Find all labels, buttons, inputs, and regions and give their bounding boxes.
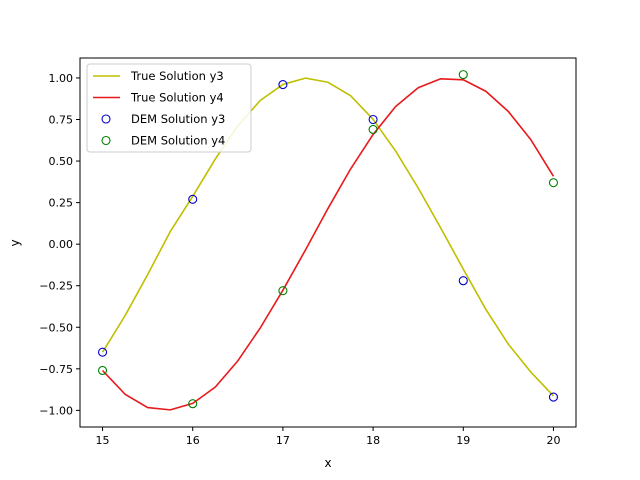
legend-swatch-marker <box>101 114 111 124</box>
legend: True Solution y3 True Solution y4 DEM Solu… <box>86 63 252 153</box>
y-tick-label: 0.00 <box>49 238 74 251</box>
x-axis-label: x <box>324 456 331 470</box>
plot-area <box>79 57 577 428</box>
x-tick-label: 19 <box>456 434 470 447</box>
series-line-4 <box>101 77 555 411</box>
legend-label: True Solution y3 <box>130 69 224 83</box>
x-tick-label: 15 <box>96 434 110 447</box>
y-tick-label: 1.00 <box>49 72 74 85</box>
data-point-y4 <box>368 124 378 135</box>
legend-label: True Solution y4 <box>130 91 224 105</box>
y-axis: −1.00 −0.75 −0.50 −0.25 0.00 0.25 0.50 0.75 1.00 <box>39 72 80 417</box>
y-tick-label: −1.00 <box>39 404 73 417</box>
x-tick-label: 20 <box>546 434 560 447</box>
legend-box <box>86 63 252 153</box>
data-point-y3 <box>278 80 288 90</box>
data-point-y4 <box>548 178 559 188</box>
y-tick-label: 0.25 <box>49 197 74 210</box>
y-tick-label: 0.75 <box>49 114 74 127</box>
x-axis: 15 16 17 18 19 20 <box>96 427 560 447</box>
data-point-y3 <box>368 114 378 125</box>
series-line-3 <box>101 77 555 397</box>
x-tick-label: 17 <box>276 434 290 447</box>
data-point-y3 <box>548 392 559 402</box>
data-point-y4 <box>458 70 468 80</box>
y-tick-label: −0.50 <box>39 321 73 334</box>
legend-label: DEM Solution y4 <box>131 134 225 148</box>
y-tick-label: −0.25 <box>39 280 73 293</box>
y-tick-label: −0.75 <box>39 363 73 376</box>
y-tick-label: 0.50 <box>49 155 74 168</box>
x-tick-label: 16 <box>186 434 200 447</box>
data-point-y3 <box>188 194 198 204</box>
data-point-y4 <box>278 286 288 296</box>
data-point-y4 <box>188 399 198 409</box>
legend-swatch-marker <box>101 135 111 146</box>
data-point-y3 <box>458 276 468 286</box>
data-point-y3 <box>97 347 108 357</box>
plot-frame <box>79 57 577 428</box>
y-axis-label: y <box>8 239 22 246</box>
data-point-y4 <box>97 365 108 376</box>
x-tick-label: 18 <box>366 434 380 447</box>
legend-label: DEM Solution y3 <box>131 112 225 126</box>
